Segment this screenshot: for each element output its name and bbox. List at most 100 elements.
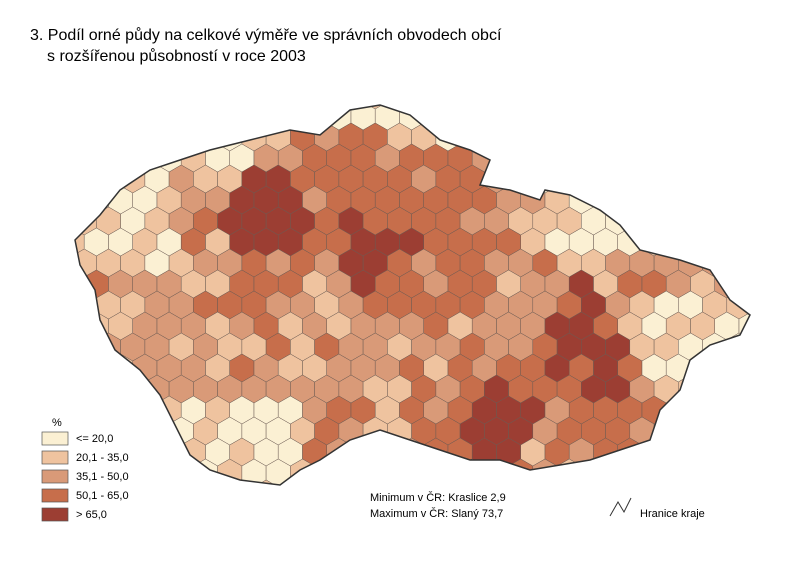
region: [665, 437, 691, 467]
region: [702, 458, 728, 485]
region: [544, 479, 570, 485]
legend-swatch: [41, 507, 69, 522]
region: [544, 143, 570, 173]
region: [180, 105, 206, 131]
region: [751, 291, 775, 319]
region: [435, 105, 461, 110]
region: [75, 105, 85, 131]
region: [690, 395, 715, 425]
region: [641, 185, 667, 215]
region: [48, 207, 72, 235]
region: [508, 164, 534, 194]
region: [568, 479, 594, 485]
region: [75, 332, 97, 362]
region: [556, 164, 582, 194]
region: [763, 186, 787, 214]
region: [568, 105, 594, 131]
region: [617, 105, 643, 131]
region: [653, 416, 679, 446]
legend-label: > 65,0: [76, 509, 107, 521]
region: [144, 105, 170, 110]
region: [653, 458, 679, 485]
region: [751, 165, 775, 193]
region: [496, 105, 521, 131]
region: [277, 105, 303, 131]
region: [617, 143, 643, 173]
region: [205, 479, 230, 485]
region: [108, 105, 133, 131]
region: [180, 479, 206, 485]
region: [678, 105, 703, 110]
region: [726, 416, 750, 446]
region: [75, 185, 85, 215]
region: [665, 185, 691, 215]
region: [96, 105, 121, 110]
region: [75, 290, 97, 320]
region: [350, 437, 376, 467]
region: [581, 164, 606, 194]
region: [144, 416, 170, 446]
region: [690, 105, 715, 131]
region: [690, 185, 715, 215]
region: [605, 458, 631, 485]
region: [75, 122, 97, 152]
region: [690, 437, 715, 467]
region: [702, 416, 728, 446]
region: [751, 207, 775, 235]
region: [763, 144, 787, 172]
boundary-label: Hranice kraje: [640, 508, 705, 520]
region: [362, 105, 388, 110]
region: [314, 458, 340, 485]
region: [738, 185, 750, 215]
region: [168, 105, 194, 110]
region: [96, 122, 121, 152]
region: [629, 164, 655, 194]
region: [751, 81, 775, 109]
region: [665, 479, 691, 485]
region: [520, 105, 546, 131]
region: [738, 105, 750, 131]
region: [168, 122, 194, 152]
map-regions: [48, 81, 787, 485]
region: [763, 312, 787, 340]
region: [193, 122, 218, 152]
region: [690, 353, 715, 383]
region: [75, 374, 97, 404]
region: [484, 105, 509, 110]
region: [690, 479, 715, 485]
region: [229, 479, 255, 485]
region: [568, 143, 594, 173]
region: [83, 105, 109, 131]
region: [423, 105, 449, 131]
region: [520, 143, 546, 173]
region: [593, 143, 618, 173]
region: [726, 206, 750, 236]
region: [338, 105, 364, 110]
legend-label: 20,1 - 35,0: [76, 452, 129, 464]
region: [629, 122, 655, 152]
region: [605, 105, 631, 110]
region: [326, 479, 352, 485]
region: [48, 81, 72, 109]
region: [435, 458, 461, 485]
region: [387, 105, 412, 110]
region: [653, 164, 679, 194]
region: [48, 165, 72, 193]
region: [508, 105, 534, 110]
region: [738, 227, 750, 257]
region: [665, 143, 691, 173]
region: [702, 122, 728, 152]
region: [714, 437, 740, 467]
region: [702, 206, 728, 236]
region: [496, 143, 521, 173]
region: [581, 458, 606, 485]
region: [75, 164, 97, 194]
region: [120, 122, 146, 152]
region: [265, 105, 291, 110]
region: [593, 105, 618, 131]
region: [738, 437, 750, 467]
region: [156, 479, 182, 485]
region: [156, 437, 182, 467]
legend-title: %: [52, 417, 62, 429]
region: [763, 396, 787, 424]
